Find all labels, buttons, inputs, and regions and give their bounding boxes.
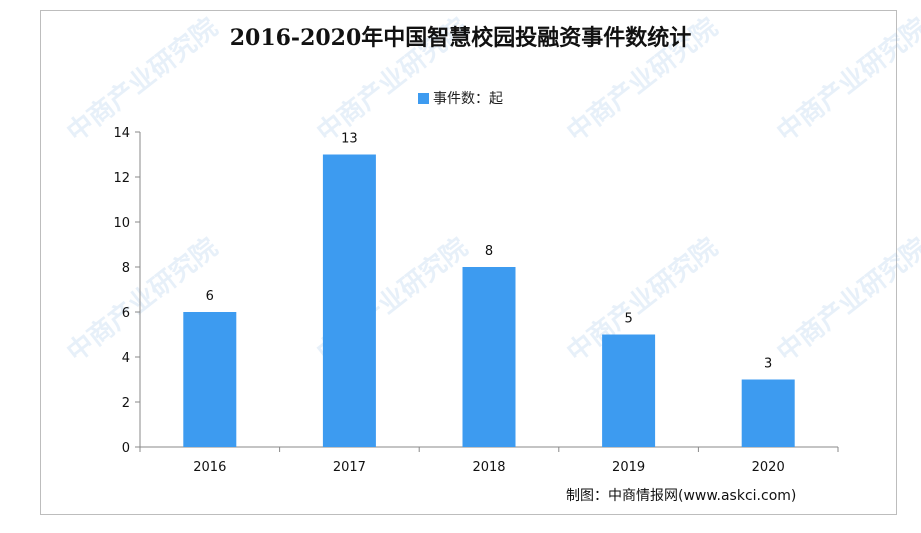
x-tick-label: 2020	[752, 460, 785, 475]
chart-title: 2016-2020年中国智慧校园投融资事件数统计	[229, 25, 692, 51]
bar-value-label: 5	[624, 312, 632, 327]
y-tick-label: 0	[122, 441, 130, 456]
source-note: 制图：中商情报网(www.askci.com)	[566, 488, 797, 504]
bar-value-label: 6	[206, 289, 214, 304]
x-tick-label: 2019	[612, 460, 645, 475]
legend: 事件数：起	[0, 88, 921, 108]
y-tick-label: 14	[113, 126, 130, 141]
bar-value-label: 8	[485, 244, 493, 259]
bar	[741, 379, 795, 447]
legend-label: 事件数：起	[433, 91, 503, 107]
x-tick-label: 2018	[472, 460, 505, 475]
y-tick-label: 8	[122, 261, 130, 276]
bar-value-label: 3	[764, 357, 772, 372]
y-tick-label: 10	[113, 216, 130, 231]
y-tick-label: 6	[122, 306, 130, 321]
bar-value-label: 13	[341, 132, 358, 147]
y-tick-label: 4	[122, 351, 130, 366]
y-tick-label: 2	[122, 396, 130, 411]
x-tick-label: 2017	[333, 460, 366, 475]
legend-swatch	[418, 93, 429, 104]
bar	[183, 312, 237, 447]
x-tick-label: 2016	[193, 460, 226, 475]
bar	[322, 154, 376, 447]
bar	[602, 334, 656, 447]
bar	[462, 267, 516, 447]
y-tick-label: 12	[113, 171, 130, 186]
